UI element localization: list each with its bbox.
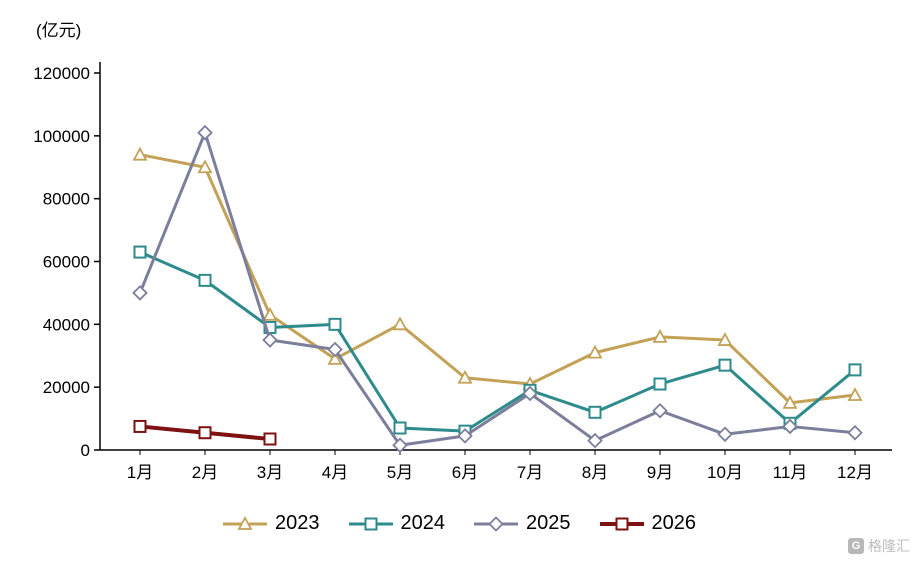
legend-label: 2025 <box>526 512 571 534</box>
legend-item-2024[interactable]: 2024 <box>348 512 446 535</box>
legend-swatch-2025 <box>474 515 518 532</box>
legend-swatch-2023 <box>223 515 267 530</box>
series-marker-2025 <box>717 426 733 443</box>
legend-marker-icon-2025 <box>488 515 504 532</box>
series-marker-2023 <box>587 344 603 359</box>
series-marker-2026 <box>263 432 277 446</box>
y-axis-unit-label: (亿元) <box>36 21 82 40</box>
x-tick-label: 7月 <box>517 463 543 482</box>
series-marker-2024 <box>198 273 212 287</box>
series-marker-2025 <box>392 437 408 454</box>
y-tick-label: 20000 <box>43 378 90 397</box>
series-marker-2026 <box>198 426 212 440</box>
legend-item-2025[interactable]: 2025 <box>473 512 571 535</box>
legend-marker-icon-2026 <box>615 517 628 530</box>
series-marker-2026 <box>133 419 147 433</box>
x-tick-label: 11月 <box>773 463 808 482</box>
x-tick-label: 2月 <box>192 463 218 482</box>
x-tick-label: 12月 <box>837 463 873 482</box>
x-tick-label: 1月 <box>127 463 153 482</box>
legend-item-2026[interactable]: 2026 <box>599 512 697 535</box>
chart-area: 0 20000 40000 60000 80000 100000 120000 1月 2月 3月 4… <box>0 48 918 493</box>
legend-swatch-2026 <box>599 517 644 530</box>
series-marker-2025 <box>327 341 343 358</box>
legend-label: 2023 <box>275 512 320 534</box>
y-tick-label: 40000 <box>43 315 90 334</box>
x-tick-label: 10月 <box>707 463 743 482</box>
legend-item-2023[interactable]: 2023 <box>222 512 320 535</box>
y-tick-label: 100000 <box>33 127 90 146</box>
legend-label: 2026 <box>651 512 697 534</box>
series-marker-2023 <box>782 394 798 409</box>
series-marker-2025 <box>847 424 863 441</box>
series-marker-2023 <box>392 316 408 331</box>
chart-svg: 0 20000 40000 60000 80000 100000 120000 1月 2月 3月 4… <box>33 62 892 482</box>
watermark-logo-icon: G <box>848 538 864 554</box>
series-marker-2023 <box>717 332 733 346</box>
watermark-text: 格隆汇 <box>868 538 910 554</box>
x-tick-label: 4月 <box>322 463 348 482</box>
series-marker-2024 <box>588 405 602 419</box>
legend-label: 2024 <box>400 512 446 534</box>
y-tick-label: 80000 <box>43 190 90 209</box>
series-marker-2024 <box>653 377 667 391</box>
legend-swatch-2024 <box>348 517 393 530</box>
series-marker-2024 <box>848 363 862 377</box>
series-marker-2025 <box>132 285 148 301</box>
series-marker-2024 <box>133 245 147 259</box>
series-marker-2025 <box>457 428 473 444</box>
y-tick-label: 120000 <box>33 64 90 83</box>
series-line-2025 <box>138 131 856 447</box>
series-line-2024 <box>139 250 856 433</box>
series-marker-2025 <box>262 332 278 348</box>
series-marker-2025 <box>652 402 668 419</box>
series-marker-2023 <box>847 387 863 401</box>
x-tick-label: 8月 <box>582 463 608 482</box>
legend-marker-icon-2023 <box>237 515 253 530</box>
series-marker-2023 <box>652 329 668 343</box>
x-tick-label: 5月 <box>387 463 413 482</box>
x-tick-label: 6月 <box>452 463 478 482</box>
series-marker-2025 <box>522 385 538 402</box>
series-marker-2025 <box>782 418 798 435</box>
series-marker-2024 <box>328 317 342 331</box>
x-tick-label: 3月 <box>257 463 283 482</box>
series-marker-2023 <box>327 351 343 365</box>
series-line-2023 <box>139 153 856 405</box>
x-tick-label: 9月 <box>647 463 673 482</box>
series-marker-2023 <box>262 307 278 321</box>
series-marker-2025 <box>197 124 213 141</box>
series-marker-2025 <box>587 432 603 449</box>
series-marker-2024 <box>718 358 732 372</box>
series-marker-2024 <box>393 421 407 435</box>
series-marker-2023 <box>132 146 148 161</box>
y-tick-label: 0 <box>81 441 90 460</box>
series-marker-2023 <box>197 159 213 174</box>
watermark: G 格隆汇 <box>848 536 910 556</box>
y-tick-label: 60000 <box>43 253 90 272</box>
series-marker-2023 <box>457 369 473 384</box>
legend: 2023 2024 2025 2026 <box>0 512 918 535</box>
legend-marker-icon-2024 <box>364 517 377 530</box>
